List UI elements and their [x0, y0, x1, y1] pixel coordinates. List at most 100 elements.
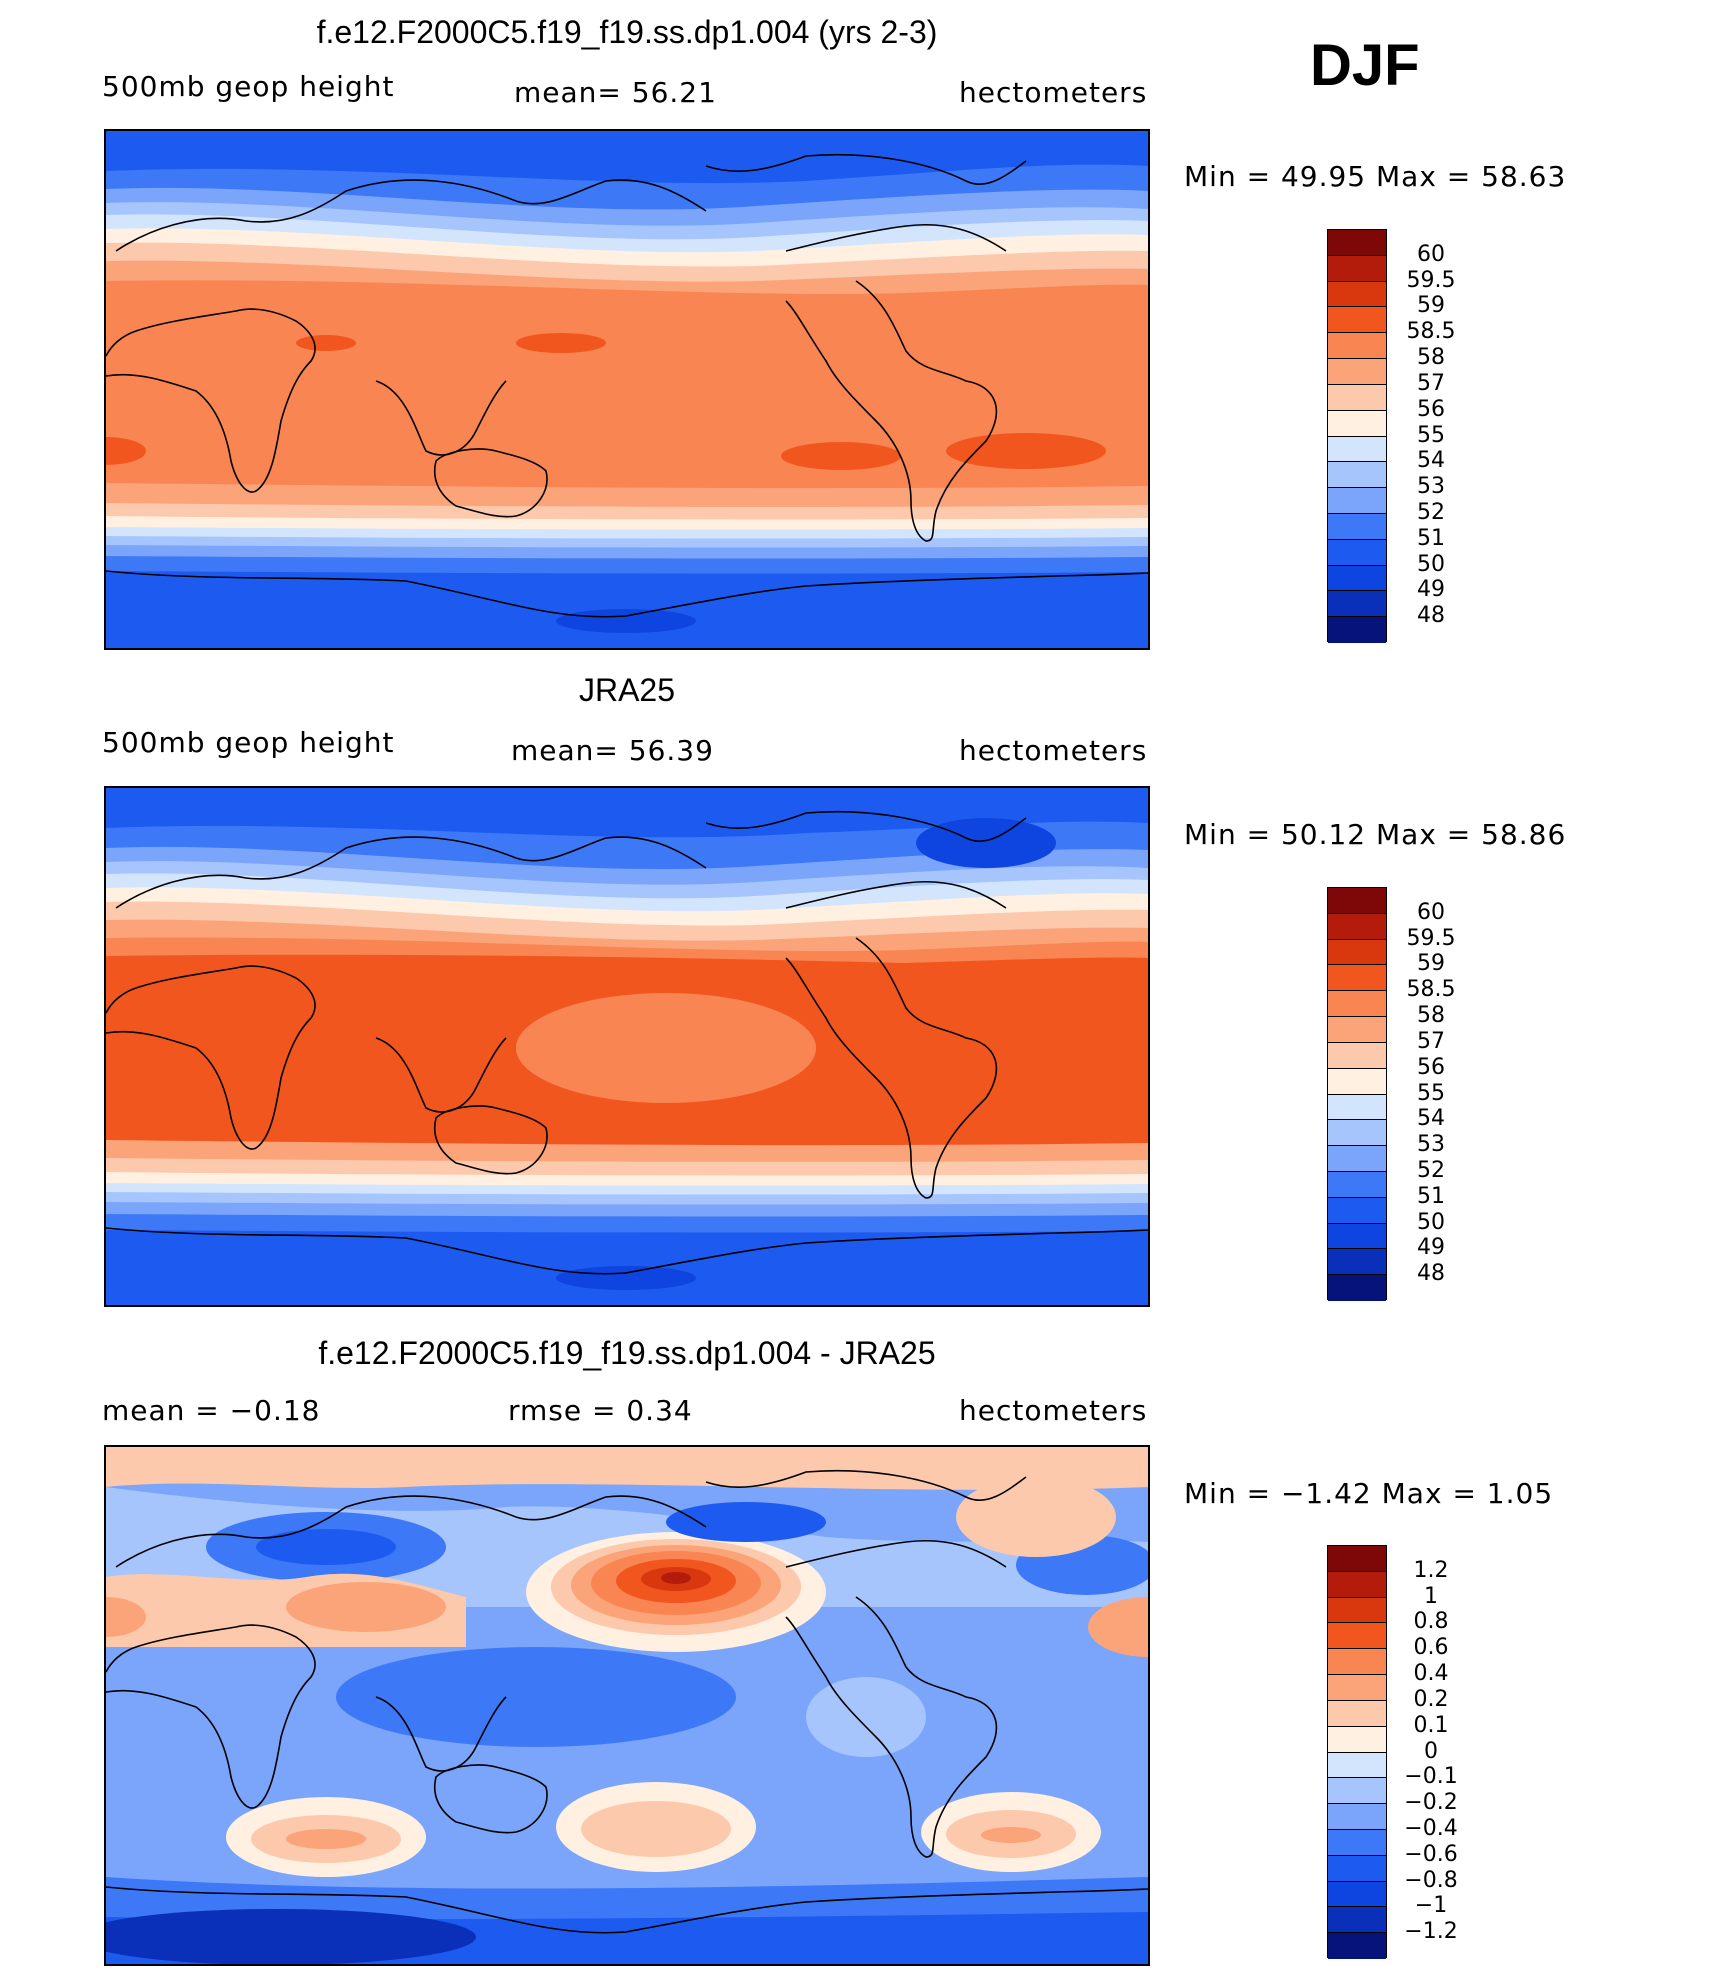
colorbar-tick-label: 49 — [1417, 1235, 1445, 1261]
panel2-title: JRA25 — [578, 672, 676, 708]
colorbar-tick-label: 53 — [1417, 474, 1445, 500]
colorbar-swatch — [1328, 255, 1386, 282]
colorbar-swatch — [1328, 1223, 1386, 1250]
colorbar-tick-label: 54 — [1417, 1106, 1445, 1132]
colorbar-tick-label: 52 — [1417, 499, 1445, 525]
colorbar-swatch — [1328, 1726, 1386, 1753]
colorbar-swatch — [1328, 488, 1386, 514]
colorbar-tick-label: 59.5 — [1406, 267, 1456, 293]
colorbar-swatch — [1328, 436, 1386, 463]
colorbar-swatch — [1328, 1881, 1386, 1908]
colorbar-tick-label: 59 — [1417, 293, 1445, 319]
panel2-minmax: Min = 50.12 Max = 58.86 — [1184, 818, 1567, 851]
colorbar-tick-label: 57 — [1417, 1028, 1445, 1054]
colorbar-tick-label: 60 — [1417, 241, 1445, 267]
colorbar-tick-label: 1 — [1424, 1583, 1438, 1609]
colorbar-tick-label: 0.6 — [1413, 1635, 1449, 1661]
colorbar-swatch — [1328, 939, 1386, 966]
season-label: DJF — [1310, 33, 1420, 98]
colorbar-swatch — [1328, 1017, 1386, 1043]
colorbar-swatch — [1328, 539, 1386, 566]
colorbar-tick-label: 0.1 — [1413, 1712, 1449, 1738]
colorbar-tick-label: 51 — [1417, 525, 1445, 551]
colorbar-swatch — [1328, 1171, 1386, 1198]
colorbar-swatch — [1328, 1649, 1386, 1676]
colorbar-swatch — [1328, 1778, 1386, 1805]
panel2-mean-label: mean= 56.39 — [511, 734, 714, 767]
colorbar-tick-label: 58 — [1417, 345, 1445, 371]
colorbar-swatch — [1328, 1804, 1386, 1830]
colorbar-tick-label: 60 — [1417, 899, 1445, 925]
colorbar-swatch — [1328, 1094, 1386, 1121]
colorbar-swatch — [1328, 991, 1386, 1018]
colorbar-tick-label: 55 — [1417, 422, 1445, 448]
panel1-map — [104, 129, 1150, 650]
panel3-minmax: Min = −1.42 Max = 1.05 — [1184, 1477, 1554, 1510]
colorbar-tick-label: 50 — [1417, 551, 1445, 577]
panel1-mean-label: mean= 56.21 — [514, 76, 717, 109]
colorbar-swatch — [1328, 281, 1386, 308]
panel1-title: f.e12.F2000C5.f19_f19.ss.dp1.004 (yrs 2-… — [316, 14, 938, 50]
colorbar-swatch — [1328, 1197, 1386, 1224]
colorbar-tick-label: 0 — [1424, 1738, 1438, 1764]
colorbar-tick-label: 56 — [1417, 396, 1445, 422]
colorbar-swatch — [1328, 462, 1386, 489]
colorbar-swatch — [1328, 1623, 1386, 1650]
panel3-rmse-label: rmse = 0.34 — [508, 1394, 693, 1427]
colorbar-tick-label: 53 — [1417, 1132, 1445, 1158]
colorbar-tick-label: −0.1 — [1404, 1764, 1458, 1790]
colorbar-swatch — [1328, 1752, 1386, 1779]
panel2-units-label: hectometers — [959, 734, 1148, 767]
colorbar-swatch — [1328, 888, 1386, 914]
colorbar-tick-label: 58.5 — [1406, 977, 1456, 1003]
colorbar-swatch — [1328, 1249, 1386, 1276]
panel2-colorbar — [1327, 887, 1387, 1301]
panel1-colorbar — [1327, 229, 1387, 643]
colorbar-swatch — [1328, 307, 1386, 334]
colorbar-swatch — [1328, 565, 1386, 592]
colorbar-tick-label: 55 — [1417, 1080, 1445, 1106]
colorbar-tick-label: −0.2 — [1404, 1790, 1458, 1816]
colorbar-tick-label: 54 — [1417, 448, 1445, 474]
colorbar-swatch — [1328, 1907, 1386, 1934]
colorbar-swatch — [1328, 617, 1386, 643]
colorbar-swatch — [1328, 1675, 1386, 1701]
colorbar-tick-label: 57 — [1417, 370, 1445, 396]
colorbar-swatch — [1328, 410, 1386, 437]
colorbar-tick-label: 58 — [1417, 1003, 1445, 1029]
colorbar-swatch — [1328, 359, 1386, 385]
colorbar-swatch — [1328, 333, 1386, 360]
colorbar-tick-label: 59 — [1417, 951, 1445, 977]
colorbar-tick-label: 1.2 — [1413, 1557, 1449, 1583]
colorbar-tick-label: 59.5 — [1406, 925, 1456, 951]
colorbar-tick-label: −0.6 — [1404, 1841, 1458, 1867]
colorbar-tick-label: 58.5 — [1406, 319, 1456, 345]
colorbar-tick-label: 48 — [1417, 603, 1445, 629]
colorbar-tick-label: 50 — [1417, 1209, 1445, 1235]
colorbar-tick-label: 48 — [1417, 1261, 1445, 1287]
colorbar-tick-label: 0.8 — [1413, 1609, 1449, 1635]
colorbar-tick-label: 0.4 — [1413, 1661, 1449, 1687]
colorbar-swatch — [1328, 513, 1386, 540]
colorbar-tick-label: 56 — [1417, 1054, 1445, 1080]
colorbar-swatch — [1328, 1042, 1386, 1069]
panel3-map — [104, 1445, 1150, 1966]
panel1-units-label: hectometers — [959, 76, 1148, 109]
colorbar-swatch — [1328, 1068, 1386, 1095]
panel1-minmax: Min = 49.95 Max = 58.63 — [1184, 160, 1567, 193]
colorbar-tick-label: −1.2 — [1404, 1919, 1458, 1945]
colorbar-swatch — [1328, 965, 1386, 992]
panel3-title: f.e12.F2000C5.f19_f19.ss.dp1.004 - JRA25 — [318, 1335, 936, 1371]
colorbar-swatch — [1328, 1546, 1386, 1572]
colorbar-tick-label: 51 — [1417, 1183, 1445, 1209]
colorbar-tick-label: −0.8 — [1404, 1867, 1458, 1893]
panel2-map — [104, 786, 1150, 1307]
colorbar-swatch — [1328, 1146, 1386, 1172]
panel3-mean-label: mean = −0.18 — [102, 1394, 321, 1427]
panel2-variable-label: 500mb geop height — [102, 726, 395, 759]
colorbar-swatch — [1328, 230, 1386, 256]
colorbar-swatch — [1328, 1120, 1386, 1147]
colorbar-swatch — [1328, 913, 1386, 940]
colorbar-swatch — [1328, 1855, 1386, 1882]
colorbar-tick-label: −0.4 — [1404, 1815, 1458, 1841]
